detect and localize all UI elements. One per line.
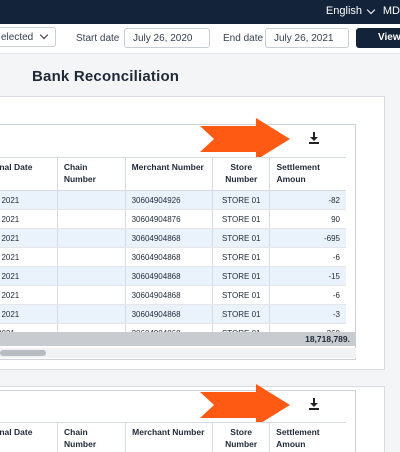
start-date-input[interactable]: July 26, 2020 [124, 28, 210, 48]
cell-date: , 2021 [0, 247, 58, 267]
cell-chain [56, 190, 126, 210]
cell-merchant: 30604904868 [124, 228, 213, 248]
col-header-store-number[interactable]: Store Number [212, 157, 270, 191]
col-header-original-date[interactable]: inal Date [0, 422, 58, 452]
cell-merchant: 30604904868 [124, 266, 213, 286]
cell-store: STORE 01 [212, 190, 270, 210]
cell-merchant: 30604904926 [124, 190, 213, 210]
cell-chain [56, 285, 126, 305]
cell-amount: -6 [269, 247, 346, 267]
page-title: Bank Reconciliation [32, 68, 180, 85]
cell-date: , 2021 [0, 209, 58, 229]
start-date-label: Start date [76, 33, 120, 44]
language-selector[interactable]: English [325, 5, 376, 17]
orange-arrow-annotation [200, 118, 290, 160]
user-initials[interactable]: MD [382, 5, 400, 17]
end-date-input[interactable]: July 26, 2021 [265, 28, 349, 48]
settlement-table: inal Date Chain Number Merchant Number S… [0, 157, 346, 343]
scrollbar-thumb[interactable] [0, 350, 46, 356]
col-header-chain-number[interactable]: Chain Number [57, 422, 126, 452]
cell-date: , 2021 [0, 285, 58, 305]
settlement-table: inal Date Chain Number Merchant Number S… [0, 422, 346, 452]
cell-merchant: 30604904868 [124, 247, 213, 267]
cell-chain [56, 304, 126, 324]
download-icon[interactable] [308, 398, 320, 410]
download-icon[interactable] [308, 132, 320, 144]
cell-chain [56, 209, 126, 229]
horizontal-scrollbar[interactable] [0, 348, 356, 358]
col-header-settlement-amount[interactable]: Settlement Amoun [269, 422, 346, 452]
col-header-original-date[interactable]: inal Date [0, 157, 58, 191]
cell-date: , 2021 [0, 304, 58, 324]
table-scroll-area[interactable]: inal Date Chain Number Merchant Number S… [0, 418, 356, 452]
filter-select[interactable]: elected [0, 27, 56, 47]
totals-row: 18,718,789. [0, 332, 356, 346]
col-header-settlement-amount[interactable]: Settlement Amoun [269, 157, 346, 191]
cell-store: STORE 01 [212, 304, 270, 324]
col-header-merchant-number[interactable]: Merchant Number [125, 422, 213, 452]
cell-chain [56, 228, 126, 248]
view-button[interactable]: View [356, 28, 400, 48]
cell-date: , 2021 [0, 190, 58, 210]
cell-merchant: 30604904876 [124, 209, 213, 229]
cell-amount: -15 [269, 266, 346, 286]
language-label: English [325, 5, 362, 17]
cell-store: STORE 01 [212, 285, 270, 305]
table-scroll-area[interactable]: inal Date Chain Number Merchant Number S… [0, 157, 356, 345]
cell-amount: -82 [269, 190, 346, 210]
col-header-store-number[interactable]: Store Number [212, 422, 270, 452]
cell-date: , 2021 [0, 266, 58, 286]
col-header-merchant-number[interactable]: Merchant Number [124, 157, 213, 191]
cell-amount: 90 [269, 209, 346, 229]
cell-amount: -695 [269, 228, 346, 248]
cell-chain [56, 266, 126, 286]
end-date-label: End date [223, 33, 264, 44]
chevron-down-icon [39, 30, 49, 40]
filter-select-value: elected [1, 32, 34, 43]
col-header-chain-number[interactable]: Chain Number [56, 157, 126, 191]
settlement-total: 18,718,789. [305, 334, 350, 344]
cell-amount: -6 [269, 285, 346, 305]
cell-merchant: 30604904868 [124, 285, 213, 305]
cell-store: STORE 01 [212, 266, 270, 286]
orange-arrow-annotation [200, 384, 290, 426]
cell-amount: -3 [269, 304, 346, 324]
cell-date: , 2021 [0, 228, 58, 248]
cell-store: STORE 01 [212, 247, 270, 267]
filter-bar: elected Start date July 26, 2020 End dat… [0, 24, 400, 54]
top-navbar: English MD [0, 0, 400, 24]
cell-store: STORE 01 [212, 228, 270, 248]
cell-store: STORE 01 [212, 209, 270, 229]
cell-merchant: 30604904868 [124, 304, 213, 324]
cell-chain [56, 247, 126, 267]
chevron-down-icon [366, 5, 376, 14]
